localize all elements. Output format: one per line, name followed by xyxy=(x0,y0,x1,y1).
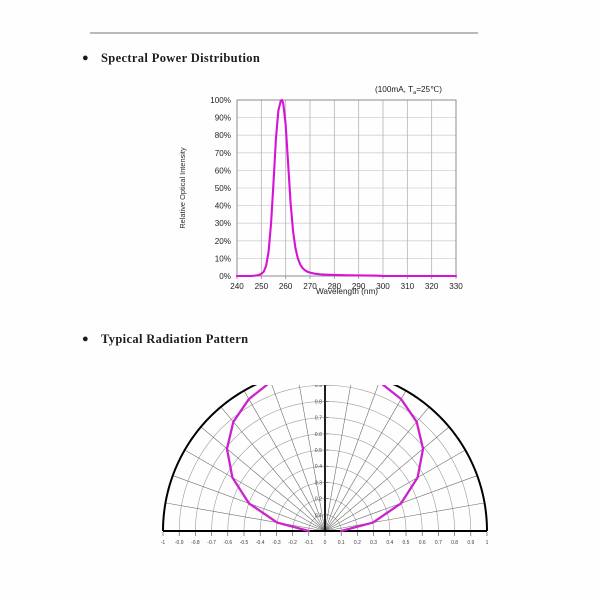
svg-text:0.3: 0.3 xyxy=(315,480,322,486)
spd-annotation-main: (100mA, T xyxy=(375,85,413,94)
polar-radial-tick-labels: 0.1 0.2 0.3 0.4 0.5 0.6 0.7 0.8 0.9 xyxy=(315,385,329,519)
svg-text:10%: 10% xyxy=(215,254,231,263)
spd-data-curve xyxy=(235,98,458,278)
svg-text:-0.9: -0.9 xyxy=(175,540,184,546)
svg-text:0.9: 0.9 xyxy=(467,540,474,546)
svg-text:70%: 70% xyxy=(215,149,231,158)
spd-gridlines xyxy=(237,100,456,276)
spd-svg: 100% 90% 80% 70% 60% 50% 40% 30% 20% 10% 0% 240 250… xyxy=(178,85,463,296)
section-heading-typical-radiation-pattern: ● Typical Radiation Pattern xyxy=(82,332,248,347)
svg-text:0.4: 0.4 xyxy=(386,540,393,546)
svg-text:0%: 0% xyxy=(219,272,231,281)
svg-text:0.6: 0.6 xyxy=(419,540,426,546)
svg-text:0.5: 0.5 xyxy=(315,448,322,454)
spectral-power-distribution-chart: 100% 90% 80% 70% 60% 50% 40% 30% 20% 10% 0% 240 250… xyxy=(163,82,473,297)
svg-text:-0.4: -0.4 xyxy=(256,540,265,546)
svg-text:0.6: 0.6 xyxy=(315,432,322,438)
spd-y-tick-labels: 100% 90% 80% 70% 60% 50% 40% 30% 20% 10% 0% xyxy=(210,96,231,281)
svg-text:270: 270 xyxy=(303,282,317,291)
bullet-icon: ● xyxy=(82,52,89,64)
svg-text:-0.8: -0.8 xyxy=(191,540,200,546)
bullet-icon: ● xyxy=(82,333,89,345)
section-title-text: Spectral Power Distribution xyxy=(101,51,261,65)
svg-text:60%: 60% xyxy=(215,166,231,175)
svg-text:40%: 40% xyxy=(215,202,231,211)
svg-text:-0.5: -0.5 xyxy=(240,540,249,546)
svg-text:50%: 50% xyxy=(215,184,231,193)
polar-outer-arc xyxy=(162,385,488,532)
svg-text:0.9: 0.9 xyxy=(315,385,322,389)
svg-text:-0.1: -0.1 xyxy=(304,540,313,546)
svg-text:30%: 30% xyxy=(215,219,231,228)
svg-text:0.8: 0.8 xyxy=(315,399,322,405)
polar-data-curve xyxy=(225,385,425,533)
svg-text:280: 280 xyxy=(328,282,342,291)
section-heading-spectral-power-distribution: ● Spectral Power Distribution xyxy=(82,51,260,66)
svg-text:0.4: 0.4 xyxy=(315,464,322,470)
svg-text:0.3: 0.3 xyxy=(370,540,377,546)
spd-x-axis-title: Wavelength (nm) xyxy=(316,287,378,296)
svg-text:-0.7: -0.7 xyxy=(207,540,216,546)
svg-text:1: 1 xyxy=(486,540,489,546)
svg-text:330: 330 xyxy=(449,282,463,291)
svg-text:0.2: 0.2 xyxy=(354,540,361,546)
spd-annotation-tail: =25℃) xyxy=(416,85,442,94)
svg-text:-1: -1 xyxy=(161,540,166,546)
polar-x-tick-marks xyxy=(162,532,488,536)
svg-text:-0.2: -0.2 xyxy=(288,540,297,546)
svg-text:290: 290 xyxy=(352,282,366,291)
svg-text:0.8: 0.8 xyxy=(451,540,458,546)
spd-annotation: (100mA, Ta=25℃) xyxy=(375,85,442,96)
svg-text:90%: 90% xyxy=(215,114,231,123)
polar-svg: 0.1 0.2 0.3 0.4 0.5 0.6 0.7 0.8 0.9 -1 -0.9 -0.8 -0… xyxy=(161,385,489,546)
svg-text:-0.3: -0.3 xyxy=(272,540,281,546)
header-divider xyxy=(90,32,478,34)
polar-x-tick-labels: -1 -0.9 -0.8 -0.7 -0.6 -0.5 -0.4 -0.3 -0.2 -0.1 0 0… xyxy=(161,540,489,546)
spd-y-axis-title: Relative Optical Intensity xyxy=(178,147,187,229)
spd-x-tick-labels: 240 250 260 270 280 290 300 310 320 330 xyxy=(230,282,463,291)
svg-text:300: 300 xyxy=(376,282,390,291)
svg-text:240: 240 xyxy=(230,282,244,291)
svg-text:250: 250 xyxy=(255,282,269,291)
svg-text:0.5: 0.5 xyxy=(403,540,410,546)
svg-text:0.1: 0.1 xyxy=(315,513,322,519)
spd-annotation-subscript: a xyxy=(413,90,417,96)
svg-text:0.2: 0.2 xyxy=(315,497,322,503)
svg-text:0: 0 xyxy=(324,540,327,546)
svg-text:-0.6: -0.6 xyxy=(223,540,232,546)
svg-text:100%: 100% xyxy=(210,96,231,105)
svg-text:0.7: 0.7 xyxy=(435,540,442,546)
svg-text:260: 260 xyxy=(279,282,293,291)
typical-radiation-pattern-chart: 0.1 0.2 0.3 0.4 0.5 0.6 0.7 0.8 0.9 -1 -0.9 -0.8 -0… xyxy=(150,385,500,550)
svg-text:310: 310 xyxy=(401,282,415,291)
svg-text:320: 320 xyxy=(425,282,439,291)
svg-text:0.7: 0.7 xyxy=(315,416,322,422)
svg-text:20%: 20% xyxy=(215,237,231,246)
svg-text:0.1: 0.1 xyxy=(338,540,345,546)
section-title-text: Typical Radiation Pattern xyxy=(101,332,249,346)
svg-text:80%: 80% xyxy=(215,131,231,140)
